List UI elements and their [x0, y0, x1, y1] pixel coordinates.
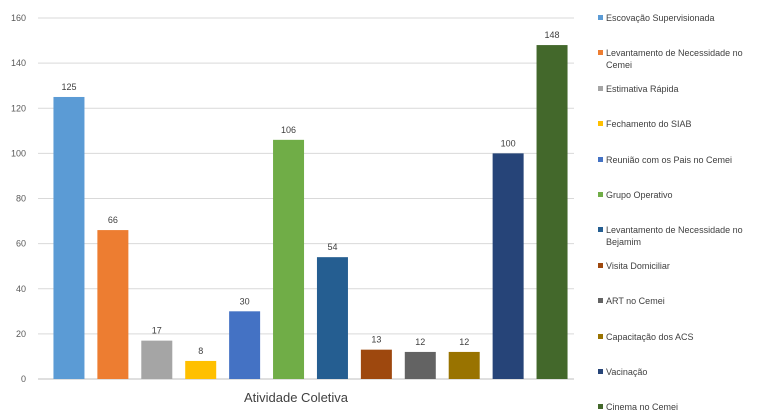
data-label: 125: [61, 82, 76, 92]
data-label: 100: [501, 138, 516, 148]
data-label: 12: [415, 337, 425, 347]
legend-swatch: [598, 192, 603, 197]
legend-item: Fechamento do SIAB: [598, 118, 764, 130]
bar: [536, 45, 568, 379]
legend-item: Grupo Operativo: [598, 189, 764, 201]
y-tick-label: 0: [21, 374, 26, 384]
bar: [492, 153, 524, 379]
legend-swatch: [598, 298, 603, 304]
legend-label: Vacinação: [606, 367, 648, 377]
legend-swatch: [598, 369, 603, 374]
data-label: 12: [459, 337, 469, 347]
legend-label: Capacitação dos ACS: [606, 331, 694, 342]
x-axis-title: Atividade Coletiva: [244, 390, 349, 405]
data-labels: 125 66 17 8 30 106 54 13 12 12 100 148: [61, 30, 559, 356]
data-label: 148: [545, 30, 560, 40]
legend-label: Grupo Operativo: [606, 190, 673, 200]
y-tick-label: 60: [16, 239, 26, 249]
bar: [229, 311, 261, 379]
legend-item: ART no Cemei: [598, 295, 764, 307]
y-tick-label: 80: [16, 194, 26, 204]
bar: [53, 96, 85, 379]
data-label: 8: [198, 346, 203, 356]
legend-swatch: [598, 227, 603, 233]
legend-label: Visita Domiciliar: [606, 260, 670, 271]
legend-swatch: [598, 333, 603, 339]
bar: [273, 139, 305, 379]
bars: [53, 45, 568, 379]
legend-label: Escovação Supervisionada: [606, 13, 715, 23]
legend-label: Levantamento de Necessidade no Bejamim: [606, 225, 743, 248]
legend-swatch: [598, 15, 603, 20]
bar: [316, 257, 348, 379]
legend-swatch: [598, 85, 603, 91]
legend-swatch: [598, 121, 603, 127]
legend-item: Levantamento de Necessidade no Bejamim: [598, 224, 764, 248]
bar: [448, 351, 480, 379]
legend-label: Estimativa Rápida: [606, 83, 679, 94]
legend-swatch: [598, 50, 603, 56]
legend-item: Reunião com os Pais no Cemei: [598, 154, 764, 166]
bar: [360, 349, 392, 379]
bar: [97, 230, 129, 379]
data-label: 54: [327, 242, 337, 252]
legend-item: Vacinação: [598, 366, 764, 378]
data-label: 66: [108, 215, 118, 225]
y-tick-label: 120: [11, 103, 26, 113]
data-label: 30: [240, 296, 250, 306]
data-label: 17: [152, 326, 162, 336]
y-tick-label: 140: [11, 58, 26, 68]
legend-label: Cinema no Cemei: [606, 402, 679, 413]
legend-label: Reunião com os Pais no Cemei: [606, 154, 733, 165]
legend-item: Levantamento de Necessidade no Cemei: [598, 47, 764, 71]
legend-label: Fechamento do SIAB: [606, 119, 692, 130]
y-tick-label: 20: [16, 329, 26, 339]
legend-swatch: [598, 404, 603, 410]
legend-item: Estimativa Rápida: [598, 83, 764, 95]
legend-item: Capacitação dos ACS: [598, 331, 764, 343]
legend-item: Cinema no Cemei: [598, 401, 764, 413]
y-tick-label: 160: [11, 13, 26, 23]
bar: [141, 340, 173, 379]
legend-item: Visita Domiciliar: [598, 260, 764, 272]
legend-item: Escovação Supervisionada: [598, 12, 764, 24]
legend-swatch: [598, 262, 603, 268]
y-tick-label: 40: [16, 284, 26, 294]
data-label: 106: [281, 125, 296, 135]
y-axis-tick-labels: 0 20 40 60 80 100 120 140 160: [11, 13, 26, 384]
legend-label: ART no Cemei: [606, 296, 665, 307]
y-tick-label: 100: [11, 148, 26, 158]
legend-swatch: [598, 156, 603, 162]
data-label: 13: [371, 335, 381, 345]
bar: [185, 360, 217, 379]
bar: [404, 351, 436, 379]
legend-label: Levantamento de Necessidade no Cemei: [606, 48, 743, 71]
